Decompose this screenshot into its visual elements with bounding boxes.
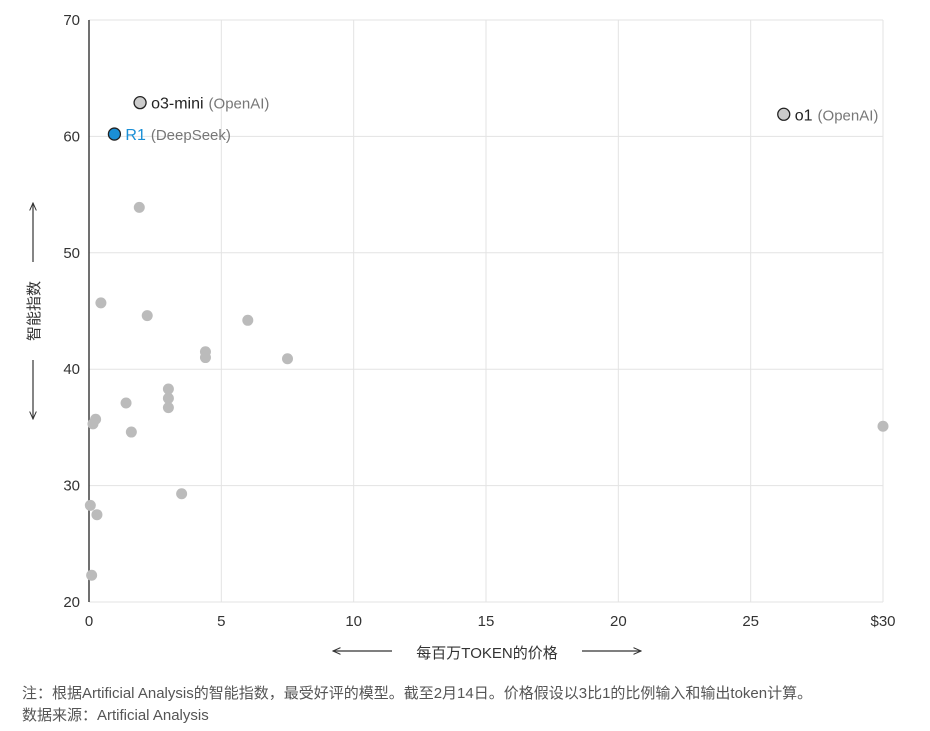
y-tick-label: 40 xyxy=(63,361,80,378)
data-point xyxy=(87,418,99,430)
y-tick-label: 30 xyxy=(63,478,80,495)
data-point xyxy=(91,509,103,521)
tick-labels: 0 5 10 15 20 25 $30 20 30 40 50 60 70 xyxy=(63,12,895,630)
data-point xyxy=(162,402,174,414)
highlight-label-o1: o1 (OpenAI) xyxy=(795,107,879,124)
data-point xyxy=(162,392,174,404)
data-point xyxy=(86,569,98,581)
y-tick-label: 50 xyxy=(63,245,80,262)
data-point xyxy=(120,397,132,409)
x-tick-label: 15 xyxy=(478,613,495,630)
x-tick-label: 20 xyxy=(610,613,627,630)
x-axis-label: 每百万TOKEN的价格 xyxy=(416,645,557,662)
data-point xyxy=(95,297,107,309)
y-axis-title: 智能指数 xyxy=(25,203,43,419)
x-tick-label: 0 xyxy=(85,613,93,630)
highlight-point-o1 xyxy=(777,107,791,121)
highlight-point-R1 xyxy=(107,127,122,141)
y-tick-label: 70 xyxy=(63,12,80,29)
x-tick-label: 5 xyxy=(217,613,225,630)
scatter-chart: 0 5 10 15 20 25 $30 20 30 40 50 60 70 o3-mini (OpenAI… xyxy=(25,12,896,662)
x-axis-title: 每百万TOKEN的价格 xyxy=(333,645,641,662)
data-point xyxy=(125,426,137,438)
x-tick-label: $30 xyxy=(870,613,895,630)
data-point xyxy=(877,420,889,432)
data-point xyxy=(84,499,96,511)
grid-lines xyxy=(89,19,884,603)
footnote: 注：根据Artificial Analysis的智能指数，最受好评的模型。截至2… xyxy=(22,685,813,702)
data-point xyxy=(176,488,188,500)
x-tick-label: 25 xyxy=(742,613,759,630)
y-tick-label: 60 xyxy=(63,128,80,145)
data-point xyxy=(199,352,211,364)
y-tick-label: 20 xyxy=(63,594,80,611)
data-point xyxy=(162,383,174,395)
point-labels: o3-mini (OpenAI) R1 (DeepSeek) o1 (OpenAI) xyxy=(125,96,878,144)
data-points xyxy=(84,95,889,581)
data-point xyxy=(141,310,153,322)
x-tick-label: 10 xyxy=(345,613,362,630)
data-point xyxy=(282,353,293,365)
highlight-label-R1: R1 (DeepSeek) xyxy=(125,127,230,144)
highlight-point-o3-mini xyxy=(133,95,147,110)
highlight-label-o3-mini: o3-mini (OpenAI) xyxy=(151,96,269,113)
data-source: 数据来源：Artificial Analysis xyxy=(22,707,209,724)
data-point xyxy=(242,314,254,326)
y-axis-label: 智能指数 xyxy=(25,281,43,341)
data-point xyxy=(133,201,145,213)
